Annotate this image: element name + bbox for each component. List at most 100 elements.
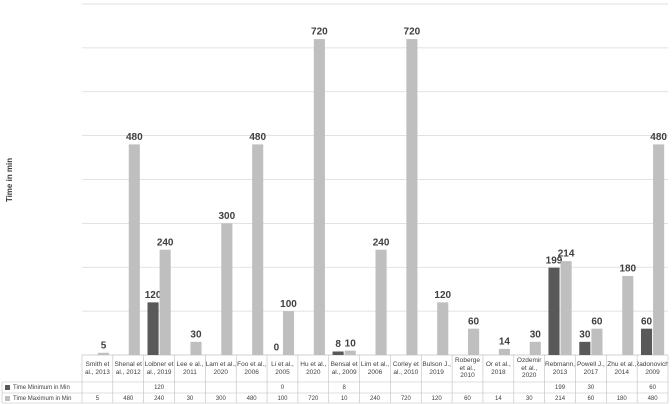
bar [190,341,202,355]
x-tick-label: Zhu et al., 2014 [607,361,637,376]
x-tick-label: Bensal et al., 2009 [330,361,358,376]
category-cell: Lam et al., 2020 [205,361,236,376]
table-value: 720 [308,396,319,402]
x-tick-label: Hu et al., 2020 [300,361,327,376]
table-value: 214 [555,396,566,402]
bar [252,144,264,355]
bar [313,39,325,355]
table-value: 8 [342,385,346,391]
x-tick-label: Lam et al., 2020 [205,361,236,376]
category-cell: Or et al., 2018 [485,361,511,376]
bar [653,144,665,355]
table-value: 240 [154,396,165,402]
data-label: 480 [249,132,266,143]
category-cell: Bulson J., 2019 [422,361,451,376]
table-value: 480 [123,396,134,402]
data-label: 120 [434,290,451,301]
x-tick-label: Foo et al., 2006 [237,361,267,376]
bar [498,348,510,355]
table-value: 180 [617,396,628,402]
category-cell: Corley et al., 2010 [392,361,419,376]
data-label: 199 [546,255,563,266]
data-label: 30 [190,329,202,340]
category-cell: Li et al., 2005 [271,361,294,376]
data-label: 720 [311,27,328,38]
category-cell: Foo et al., 2006 [237,361,267,376]
x-tick-label: Bulson J., 2019 [422,361,451,376]
data-label: 180 [619,264,636,275]
data-label: 60 [468,316,480,327]
data-label: 300 [218,211,235,222]
data-label: 214 [558,249,575,260]
data-label: 480 [650,132,667,143]
category-cell: Rebmann, 2013 [545,361,575,375]
data-label: 100 [280,299,297,310]
table-value: 60 [588,396,595,402]
category-cell: Roberge et al., 2010 [455,357,480,380]
x-tick-label: Ozdemir et al., 2020 [516,357,542,380]
bar [344,350,356,355]
x-tick-label: Radonovich, 2009 [637,361,668,376]
bar [97,352,110,355]
legend-swatch [5,385,10,390]
table-value: 60 [464,396,471,402]
table-value: 240 [370,396,381,402]
data-label: 30 [579,329,591,340]
data-label: 8 [335,339,341,350]
table-value: 14 [495,396,502,402]
bar [128,144,140,355]
table-value: 30 [526,396,533,402]
bar [548,267,560,355]
bar [147,302,159,355]
category-cell: Zhu et al., 2014 [607,361,637,376]
bar [560,261,572,355]
x-tick-label: Roberge et al., 2010 [455,357,480,380]
x-tick-label: Lee e al., 2011 [176,361,204,376]
data-label: 30 [530,329,542,340]
x-tick-label: Or et al., 2018 [485,361,511,376]
data-label: 60 [641,316,653,327]
bar [282,311,295,355]
table-value: 30 [187,396,194,402]
bar [468,328,480,355]
table-value: 10 [341,396,348,402]
legend-swatch [5,396,10,401]
bar [622,276,634,355]
table-value: 480 [648,396,659,402]
bar [640,328,653,355]
table-value: 480 [247,396,258,402]
category-cell: Hu et al., 2020 [300,361,327,376]
data-label: 480 [126,132,143,143]
table-value: 300 [216,396,227,402]
bar [437,302,449,355]
table-value: 120 [154,385,165,391]
x-tick-label: Lim et al., 2006 [360,361,390,376]
x-tick-label: Corley et al., 2010 [392,361,419,376]
x-tick-label: Loibner et al., 2019 [144,361,174,376]
category-cell: Ozdemir et al., 2020 [516,357,542,380]
category-cell: Radonovich, 2009 [637,361,668,376]
data-label: 14 [499,336,511,347]
table-value: 720 [401,396,412,402]
category-cell: Lim et al., 2006 [360,361,390,376]
category-cell: Loibner et al., 2019 [144,361,174,376]
category-cell: Smith et al., 2013 [84,361,110,376]
legend-label: Time Maximum in Min [13,396,71,402]
data-label: 120 [145,290,162,301]
bar [406,39,418,355]
table-value: 5 [96,396,100,402]
bar [375,249,387,355]
data-label: 720 [404,27,421,38]
bar [159,249,171,355]
x-tick-label: Li et al., 2005 [271,361,294,376]
bar [529,341,541,355]
x-tick-label: Smith et al., 2013 [84,361,110,376]
bar [332,351,344,355]
bar [221,223,233,355]
category-cell: Bensal et al., 2009 [330,361,358,376]
y-axis-label: Time in min [5,158,14,202]
x-tick-label: Powell J., 2017 [576,361,605,376]
data-label: 60 [591,316,603,327]
table-value: 60 [649,385,656,391]
